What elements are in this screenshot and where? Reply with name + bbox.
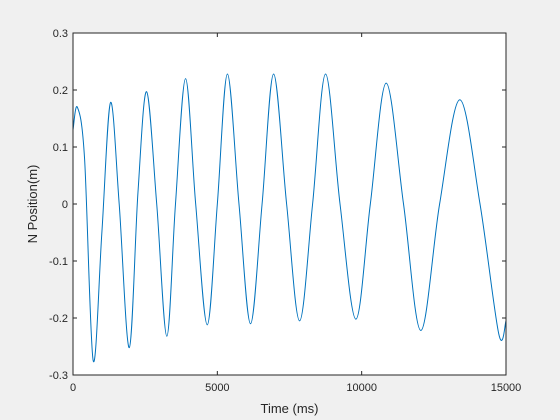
y-tick-label: -0.2 [49, 313, 68, 325]
series-layer [72, 73, 507, 363]
y-tick-label: 0.1 [53, 142, 68, 154]
x-axis-ticks: 0 5000 10000 15000 [70, 33, 521, 394]
series-line [72, 73, 507, 363]
plot-area [73, 33, 506, 375]
x-tick-label: 0 [70, 382, 76, 394]
y-axis-label: N Position(m) [25, 165, 40, 244]
x-axis-label: Time (ms) [260, 401, 318, 416]
y-tick-label: -0.1 [49, 256, 68, 268]
x-tick-label: 15000 [491, 382, 522, 394]
x-tick-label: 10000 [346, 382, 377, 394]
y-tick-label: 0.3 [53, 28, 68, 40]
y-tick-label: 0.2 [53, 85, 68, 97]
x-tick-label: 5000 [205, 382, 229, 394]
y-tick-label: 0 [62, 199, 68, 211]
y-tick-label: -0.3 [49, 370, 68, 382]
y-axis-ticks: -0.3 -0.2 -0.1 0 0.1 0.2 0.3 [49, 28, 506, 382]
